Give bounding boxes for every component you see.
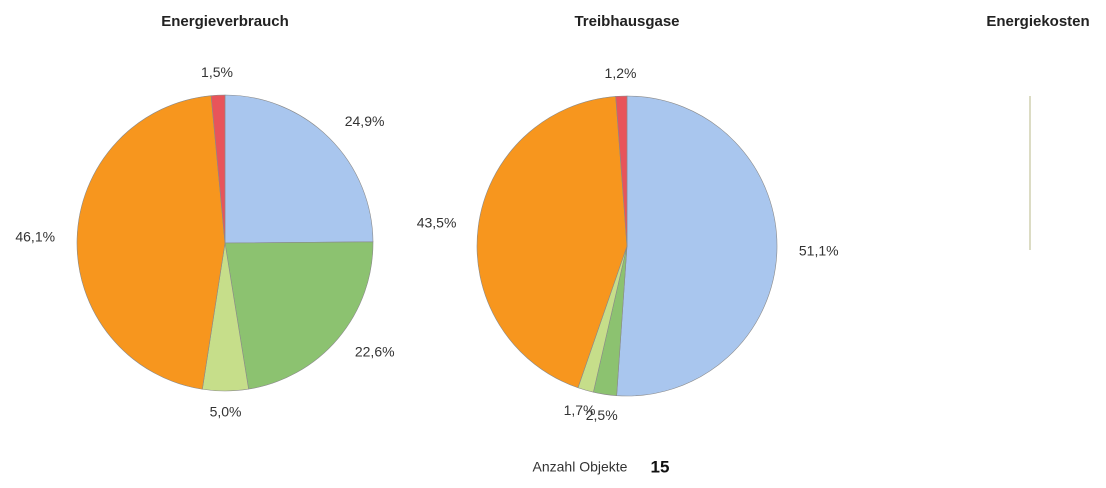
slice-label: 5,0% (210, 404, 242, 420)
pie-slice (210, 94, 226, 244)
pie-slice (615, 95, 628, 247)
slice-label: 1,5% (201, 64, 233, 80)
slice-label: 2,5% (586, 407, 618, 423)
footer-label: Anzahl Objekte (533, 459, 628, 475)
pie-slice (76, 95, 226, 390)
slice-label: 51,1% (799, 243, 839, 259)
slice-label: 46,1% (15, 229, 55, 245)
pie-slice (224, 94, 374, 244)
slice-label: 1,2% (605, 65, 637, 81)
pie-slice (224, 241, 374, 390)
slice-label: 43,5% (417, 215, 457, 231)
chart-title: Energieverbrauch (161, 13, 289, 30)
chart-title: Energiekosten (986, 13, 1089, 30)
pie-slice (476, 96, 628, 389)
slice-label: 24,9% (345, 113, 385, 129)
slice-label: 22,6% (355, 343, 395, 359)
slice-label: 1,7% (564, 402, 596, 418)
chart-title: Treibhausgase (574, 13, 679, 30)
pie-slice (616, 95, 778, 397)
footer-value: 15 (651, 457, 670, 476)
